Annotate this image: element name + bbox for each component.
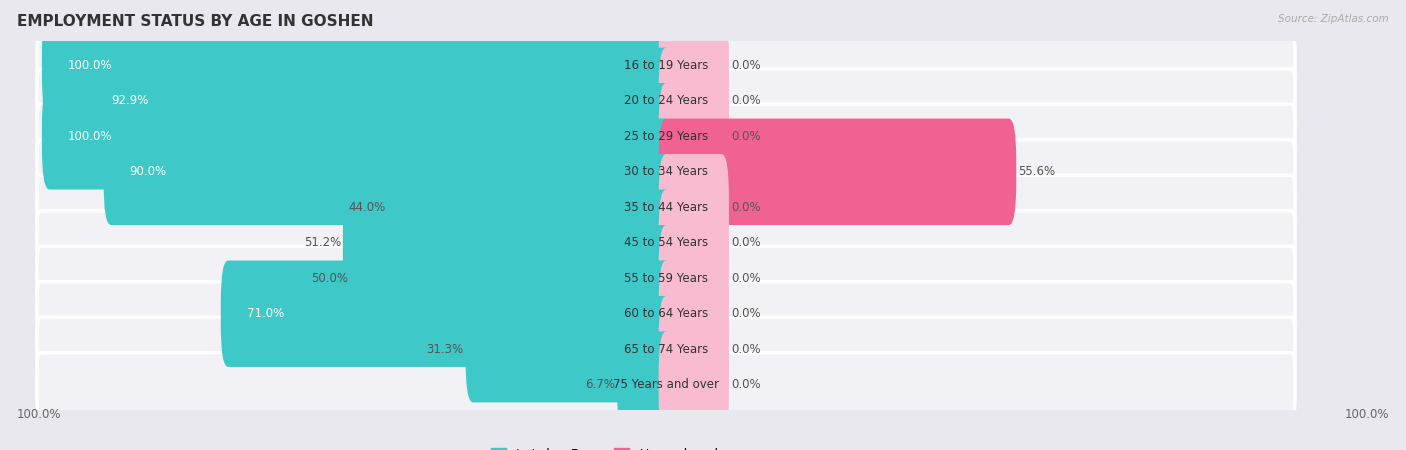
FancyBboxPatch shape bbox=[104, 118, 673, 225]
Text: 90.0%: 90.0% bbox=[129, 165, 167, 178]
FancyBboxPatch shape bbox=[37, 104, 1295, 168]
Legend: In Labor Force, Unemployed: In Labor Force, Unemployed bbox=[485, 443, 724, 450]
FancyBboxPatch shape bbox=[42, 83, 673, 189]
Text: 100.0%: 100.0% bbox=[1344, 408, 1389, 421]
FancyBboxPatch shape bbox=[37, 176, 1295, 239]
Text: 0.0%: 0.0% bbox=[731, 94, 761, 107]
Text: 0.0%: 0.0% bbox=[731, 130, 761, 143]
Text: 45 to 54 Years: 45 to 54 Years bbox=[624, 236, 709, 249]
FancyBboxPatch shape bbox=[387, 154, 673, 261]
FancyBboxPatch shape bbox=[37, 33, 1295, 97]
FancyBboxPatch shape bbox=[37, 317, 1295, 381]
FancyBboxPatch shape bbox=[658, 83, 728, 189]
FancyBboxPatch shape bbox=[658, 296, 728, 402]
Text: Source: ZipAtlas.com: Source: ZipAtlas.com bbox=[1278, 14, 1389, 23]
Text: 100.0%: 100.0% bbox=[67, 59, 112, 72]
Text: EMPLOYMENT STATUS BY AGE IN GOSHEN: EMPLOYMENT STATUS BY AGE IN GOSHEN bbox=[17, 14, 374, 28]
FancyBboxPatch shape bbox=[86, 48, 673, 154]
FancyBboxPatch shape bbox=[350, 225, 673, 332]
Text: 71.0%: 71.0% bbox=[246, 307, 284, 320]
Text: 0.0%: 0.0% bbox=[731, 378, 761, 391]
Text: 0.0%: 0.0% bbox=[731, 236, 761, 249]
Text: 0.0%: 0.0% bbox=[731, 343, 761, 356]
Text: 100.0%: 100.0% bbox=[67, 130, 112, 143]
FancyBboxPatch shape bbox=[42, 12, 673, 118]
FancyBboxPatch shape bbox=[658, 189, 728, 296]
Text: 55 to 59 Years: 55 to 59 Years bbox=[624, 272, 709, 285]
FancyBboxPatch shape bbox=[617, 332, 673, 438]
Text: 75 Years and over: 75 Years and over bbox=[613, 378, 718, 391]
Text: 31.3%: 31.3% bbox=[426, 343, 464, 356]
FancyBboxPatch shape bbox=[658, 154, 728, 261]
Text: 92.9%: 92.9% bbox=[111, 94, 149, 107]
Text: 44.0%: 44.0% bbox=[349, 201, 385, 214]
Text: 60 to 64 Years: 60 to 64 Years bbox=[624, 307, 709, 320]
Text: 0.0%: 0.0% bbox=[731, 307, 761, 320]
FancyBboxPatch shape bbox=[658, 118, 1017, 225]
Text: 51.2%: 51.2% bbox=[304, 236, 342, 249]
Text: 25 to 29 Years: 25 to 29 Years bbox=[624, 130, 709, 143]
FancyBboxPatch shape bbox=[37, 246, 1295, 310]
Text: 16 to 19 Years: 16 to 19 Years bbox=[624, 59, 709, 72]
Text: 0.0%: 0.0% bbox=[731, 59, 761, 72]
Text: 20 to 24 Years: 20 to 24 Years bbox=[624, 94, 709, 107]
FancyBboxPatch shape bbox=[343, 189, 673, 296]
Text: 0.0%: 0.0% bbox=[731, 272, 761, 285]
Text: 65 to 74 Years: 65 to 74 Years bbox=[624, 343, 709, 356]
FancyBboxPatch shape bbox=[37, 353, 1295, 417]
FancyBboxPatch shape bbox=[221, 261, 673, 367]
FancyBboxPatch shape bbox=[658, 332, 728, 438]
Text: 6.7%: 6.7% bbox=[585, 378, 616, 391]
FancyBboxPatch shape bbox=[37, 211, 1295, 274]
FancyBboxPatch shape bbox=[465, 296, 673, 402]
Text: 30 to 34 Years: 30 to 34 Years bbox=[624, 165, 709, 178]
FancyBboxPatch shape bbox=[658, 225, 728, 332]
FancyBboxPatch shape bbox=[658, 12, 728, 118]
FancyBboxPatch shape bbox=[37, 140, 1295, 204]
FancyBboxPatch shape bbox=[658, 261, 728, 367]
Text: 0.0%: 0.0% bbox=[731, 201, 761, 214]
FancyBboxPatch shape bbox=[658, 48, 728, 154]
Text: 55.6%: 55.6% bbox=[1018, 165, 1056, 178]
Text: 100.0%: 100.0% bbox=[17, 408, 62, 421]
FancyBboxPatch shape bbox=[37, 282, 1295, 346]
Text: 35 to 44 Years: 35 to 44 Years bbox=[624, 201, 709, 214]
FancyBboxPatch shape bbox=[37, 69, 1295, 133]
Text: 50.0%: 50.0% bbox=[311, 272, 349, 285]
